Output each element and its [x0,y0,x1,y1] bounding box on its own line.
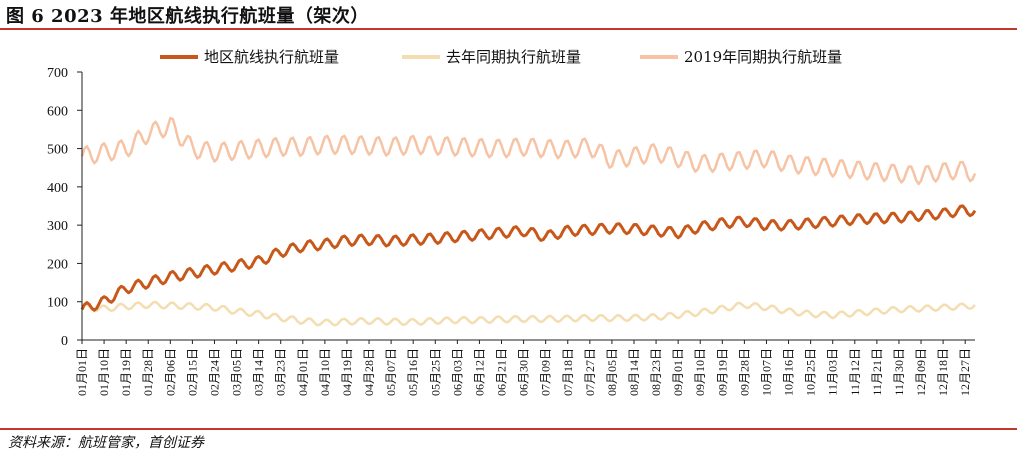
x-tick-label: 04月10日 [318,348,332,396]
chart-title: 图 6 2023 年地区航线执行航班量（架次） [6,6,369,27]
x-tick-label: 08月05日 [605,348,619,396]
x-tick-label: 07月27日 [583,348,597,396]
x-tick-label: 11月30日 [892,348,906,396]
legend-label: 去年同期执行航班量 [446,48,581,66]
x-tick-label: 03月23日 [274,348,288,396]
y-tick-label: 400 [47,181,68,196]
legend-label: 2019年同期执行航班量 [684,48,842,66]
y-tick-label: 700 [47,66,68,81]
x-tick-label: 03月05日 [230,348,244,396]
x-tick-label: 05月07日 [384,348,398,396]
x-tick-label: 12月18日 [936,348,950,396]
x-tick-label: 07月18日 [561,348,575,396]
x-tick-label: 09月10日 [693,348,707,396]
series-line-0 [80,204,977,312]
x-tick-label: 09月19日 [715,348,729,396]
source-note: 资料来源：航班管家，首创证券 [8,435,204,451]
x-tick-label: 05月16日 [406,348,420,396]
y-tick-label: 100 [47,296,68,311]
x-tick-label: 10月16日 [782,348,796,396]
axes: 0 100 200 300 400 500 600 700 01月01日 01月10日 01月19日… [47,66,975,396]
legend: 地区航线执行航班量 去年同期执行航班量 2019年同期执行航班量 [160,48,842,66]
x-tick-label: 02月24日 [207,348,221,396]
x-tick-label: 09月28日 [737,348,751,396]
x-tick-label: 02月06日 [163,348,177,396]
x-tick-label: 09月01日 [671,348,685,396]
x-tick-label: 08月14日 [627,348,641,396]
x-tick-label: 01月10日 [97,348,111,396]
x-tick-label: 04月28日 [362,348,376,396]
y-tick-label: 500 [47,143,68,158]
x-tick-label: 04月19日 [340,348,354,396]
x-tick-label: 04月01日 [296,348,310,396]
x-tick-label: 08月23日 [649,348,663,396]
y-tick-label: 0 [61,334,68,349]
x-tick-label: 06月30日 [517,348,531,396]
bottom-rule [0,428,1017,430]
top-rule [0,28,1017,30]
x-tick-label: 01月19日 [119,348,133,396]
x-tick-label: 11月21日 [870,348,884,396]
x-tick-label: 03月14日 [252,348,266,396]
x-tick-label: 06月12日 [472,348,486,396]
x-tick-label: 10月07日 [759,348,773,396]
x-tick-label: 02月15日 [185,348,199,396]
x-tick-label: 06月21日 [495,348,509,396]
x-tick-label: 10月25日 [804,348,818,396]
x-tick-label: 12月27日 [958,348,972,396]
x-tick-label: 11月03日 [826,348,840,396]
y-tick-label: 200 [47,257,68,272]
x-tick-label: 07月09日 [539,348,553,396]
x-tick-label: 01月01日 [75,348,89,396]
series-line-1 [81,300,976,327]
x-tick-label: 06月03日 [450,348,464,396]
y-tick-label: 300 [47,219,68,234]
x-tick-label: 01月28日 [141,348,155,396]
y-tick-label: 600 [47,104,68,119]
series-layer [80,116,977,327]
series-line-2 [80,116,977,186]
x-tick-label: 11月12日 [848,348,862,396]
x-tick-label: 05月25日 [428,348,442,396]
x-tick-label: 12月09日 [914,348,928,396]
legend-label: 地区航线执行航班量 [204,48,339,66]
